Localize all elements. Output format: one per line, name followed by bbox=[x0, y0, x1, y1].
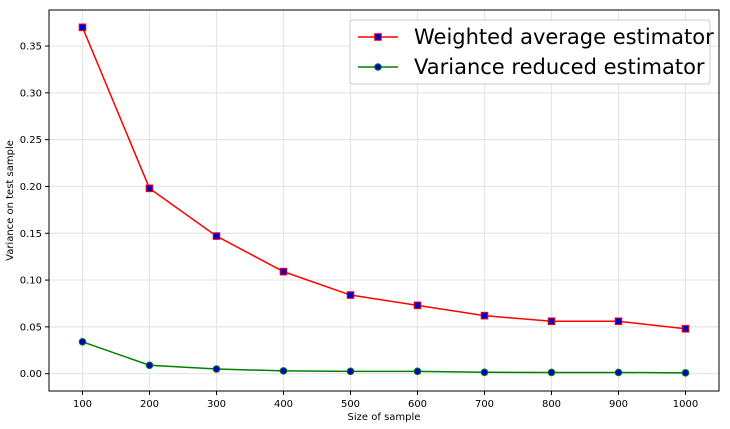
legend: Weighted average estimator Variance reduc… bbox=[349, 19, 714, 85]
x-tick-label: 700 bbox=[475, 399, 494, 410]
x-tick-label: 500 bbox=[341, 399, 360, 410]
x-tick-label: 200 bbox=[140, 399, 159, 410]
x-tick-label: 600 bbox=[408, 399, 427, 410]
legend-box bbox=[349, 19, 711, 85]
data-point bbox=[78, 338, 87, 346]
y-axis: 0.00 0.05 0.10 0.15 0.20 0.25 0.30 0.35 bbox=[20, 42, 49, 380]
data-point bbox=[279, 367, 288, 375]
data-point bbox=[614, 368, 623, 377]
y-tick-label: 0.05 bbox=[20, 322, 42, 333]
x-axis-label: Size of sample bbox=[348, 412, 421, 423]
y-tick-label: 0.25 bbox=[20, 135, 42, 146]
data-point bbox=[681, 324, 690, 333]
data-point bbox=[547, 317, 556, 326]
x-tick-label: 300 bbox=[207, 399, 226, 410]
data-point bbox=[547, 368, 556, 377]
plot-frame bbox=[48, 9, 720, 392]
data-point bbox=[145, 184, 154, 193]
y-tick-label: 0.00 bbox=[20, 369, 42, 380]
y-axis-label: Variance on test sample bbox=[5, 140, 16, 261]
legend-item: Variance reduced estimator bbox=[358, 55, 705, 79]
data-point bbox=[145, 361, 154, 370]
x-tick-label: 1000 bbox=[673, 399, 698, 410]
x-tick-label: 800 bbox=[542, 399, 561, 410]
x-tick-label: 900 bbox=[609, 399, 628, 410]
data-point bbox=[78, 23, 87, 32]
x-tick-label: 400 bbox=[274, 399, 293, 410]
data-point bbox=[346, 367, 355, 376]
legend-label: Variance reduced estimator bbox=[414, 55, 705, 79]
legend-marker bbox=[374, 33, 382, 41]
data-point bbox=[212, 232, 221, 240]
y-tick-label: 0.30 bbox=[20, 88, 42, 99]
data-point bbox=[480, 368, 489, 377]
y-tick-label: 0.35 bbox=[20, 42, 42, 53]
x-tick-label: 100 bbox=[73, 399, 92, 410]
series-line bbox=[82, 341, 686, 374]
x-axis: 100 200 300 400 500 600 700 800 900 1000 bbox=[73, 391, 698, 410]
legend-marker bbox=[374, 63, 382, 71]
series-line bbox=[81, 27, 686, 330]
y-tick-label: 0.20 bbox=[20, 182, 42, 193]
data-point bbox=[681, 369, 690, 377]
data-point bbox=[480, 311, 489, 320]
series-2 bbox=[78, 338, 690, 377]
data-point bbox=[614, 317, 623, 326]
series-layer bbox=[78, 23, 690, 377]
data-point bbox=[279, 267, 288, 276]
y-tick-label: 0.15 bbox=[20, 229, 42, 240]
legend-label: Weighted average estimator bbox=[414, 25, 714, 49]
data-point bbox=[413, 367, 422, 376]
data-point bbox=[212, 365, 221, 373]
legend-item: Weighted average estimator bbox=[358, 25, 714, 49]
y-tick-label: 0.10 bbox=[20, 276, 42, 287]
data-point bbox=[346, 291, 355, 299]
series-1 bbox=[78, 23, 690, 333]
data-point bbox=[413, 301, 422, 310]
